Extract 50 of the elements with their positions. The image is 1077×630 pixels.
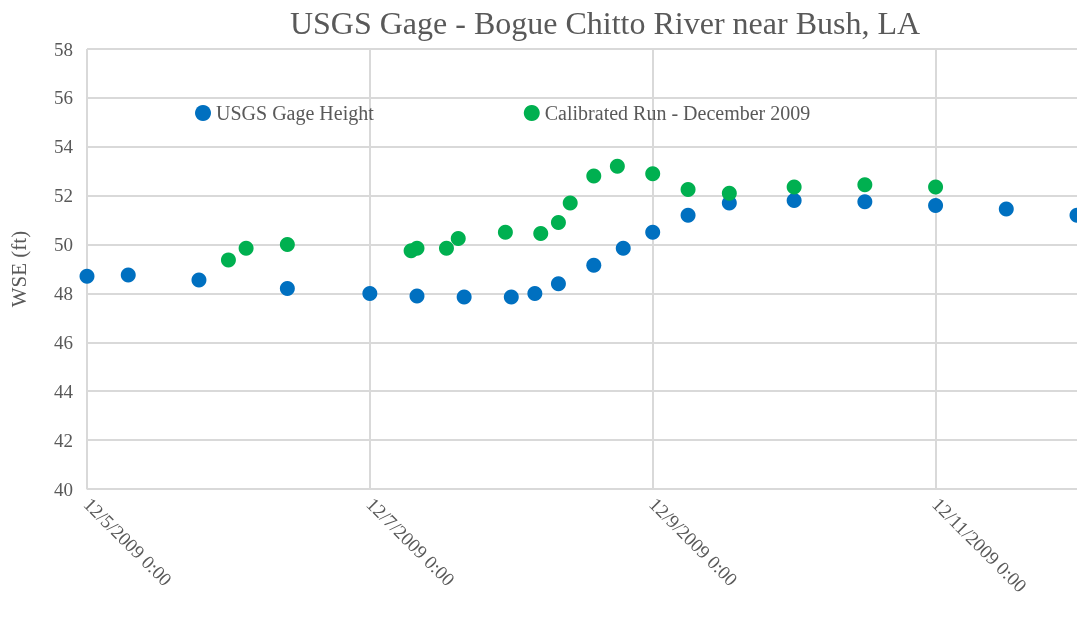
y-axis-title: WSE (ft)	[6, 230, 31, 308]
point	[438, 240, 454, 256]
point	[279, 281, 295, 297]
y-tick-label: 50	[54, 234, 73, 256]
point	[680, 182, 696, 198]
point	[409, 240, 425, 256]
point	[533, 226, 549, 242]
point	[450, 230, 466, 246]
point	[79, 268, 95, 284]
point	[562, 195, 578, 211]
point	[857, 194, 873, 210]
y-tick-label: 48	[54, 282, 73, 304]
point	[238, 240, 254, 256]
y-tick-label: 46	[54, 331, 73, 353]
point	[928, 197, 944, 213]
point	[456, 289, 472, 305]
point	[786, 193, 802, 209]
y-tick-label: 52	[54, 185, 73, 207]
point	[279, 237, 295, 253]
point	[857, 177, 873, 193]
point	[609, 158, 625, 174]
legend-label: Calibrated Run - December 2009	[544, 102, 811, 124]
point	[680, 207, 696, 223]
point	[550, 215, 566, 231]
point	[998, 201, 1014, 217]
point	[120, 267, 136, 283]
point	[497, 224, 513, 240]
point	[645, 166, 661, 182]
point	[928, 179, 944, 195]
point	[615, 240, 631, 256]
point	[645, 224, 661, 240]
point	[721, 185, 737, 201]
y-tick-label: 56	[54, 87, 73, 109]
chart-title: USGS Gage - Bogue Chitto River near Bush, LA	[289, 5, 921, 41]
y-tick-label: 54	[54, 136, 74, 158]
y-tick-label: 42	[54, 429, 73, 451]
point	[409, 288, 425, 304]
point	[586, 257, 602, 273]
y-tick-label: 44	[54, 380, 74, 402]
y-tick-label: 40	[54, 478, 73, 500]
point	[786, 179, 802, 195]
legend-label: USGS Gage Height	[216, 102, 375, 125]
point	[503, 289, 519, 305]
y-tick-label: 58	[54, 38, 73, 60]
point	[191, 272, 207, 288]
point	[362, 285, 378, 301]
point	[527, 285, 543, 301]
point	[550, 276, 566, 292]
point	[586, 168, 602, 184]
point	[220, 252, 236, 268]
